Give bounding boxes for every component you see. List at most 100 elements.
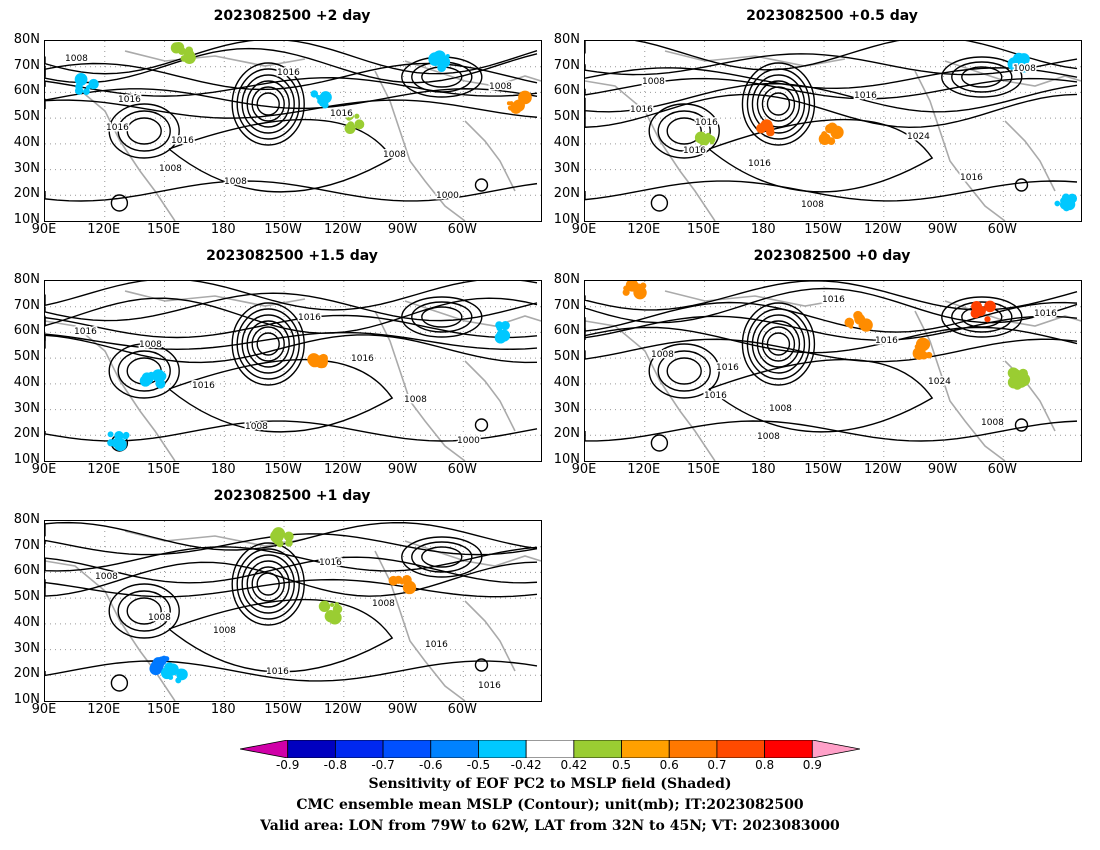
colorbar (240, 740, 860, 758)
mslp-contour (45, 47, 538, 84)
y-axis-label: 50N (553, 349, 580, 365)
contour-label: 1016 (683, 146, 706, 156)
x-axis-label: 60W (987, 222, 1018, 237)
mslp-contour (585, 82, 1078, 113)
mslp-contour (951, 61, 1013, 93)
sensitivity-shade (388, 575, 417, 595)
contour-label: 1016 (960, 173, 983, 183)
coastline (914, 70, 1006, 221)
x-axis-label: 180 (210, 702, 236, 717)
contour-label: 1016 (822, 295, 845, 305)
mslp-contour (961, 66, 1003, 88)
mslp-contour (657, 110, 711, 152)
mslp-contour (585, 41, 1078, 71)
x-axis-label: 90W (387, 222, 418, 237)
sensitivity-shade (970, 300, 996, 323)
mslp-contour (474, 658, 489, 672)
mslp-contour (45, 281, 538, 311)
y-axis-label: 80N (13, 512, 40, 527)
colorbar-tick-label: -0.5 (466, 758, 491, 772)
x-axis-label: 150W (264, 222, 302, 237)
mslp-contour (766, 92, 791, 116)
sensitivity-shade (428, 50, 451, 72)
colorbar-swatch (668, 740, 718, 758)
colorbar-swatch (716, 740, 766, 758)
coastline (585, 80, 716, 221)
mslp-contour (108, 103, 180, 159)
x-axis-label: 90W (387, 702, 418, 717)
y-axis-label: 60N (13, 323, 40, 339)
mslp-contour (231, 62, 305, 146)
sensitivity-shade (160, 662, 188, 684)
x-axis-label: 120W (863, 222, 902, 237)
mslp-contour (708, 119, 934, 193)
y-axis-label: 70N (13, 57, 40, 73)
mslp-contour (251, 566, 285, 602)
colorbar-tick-label: -0.6 (419, 758, 443, 772)
sensitivity-shade (107, 431, 130, 452)
mslp-contour (411, 541, 473, 573)
colorbar-tick-label: -0.8 (323, 758, 348, 772)
contour-label: 1008 (404, 395, 427, 405)
mslp-contour (241, 74, 295, 134)
contour-label: 1008 (159, 164, 182, 174)
colorbar-swatch (287, 740, 336, 758)
mslp-contour (241, 314, 295, 374)
contour-label: 1000 (457, 436, 480, 446)
y-axis-label: 70N (13, 297, 40, 313)
x-axis-label: 120E (627, 462, 661, 477)
mslp-contour (168, 599, 394, 673)
mslp-contour (246, 560, 290, 608)
mslp-contour (168, 359, 394, 433)
mslp-contour (236, 308, 300, 380)
x-axis-label: 150E (687, 222, 721, 237)
contour-label: 1000 (436, 191, 459, 201)
mslp-contour (648, 343, 720, 399)
mslp-contour (45, 334, 538, 364)
caption-line-1: Sensitivity of EOF PC2 to MSLP field (Sh… (368, 776, 732, 792)
mslp-contour (741, 302, 816, 386)
y-axis-label: 10N (13, 452, 40, 467)
contour-label: 1008 (95, 572, 118, 582)
mslp-contour (648, 103, 720, 159)
mslp-contour (666, 357, 702, 385)
mslp-contour (110, 674, 129, 692)
caption-line-3: Valid area: LON from 79W to 62W, LAT fro… (260, 818, 840, 834)
mslp-contour (421, 546, 463, 568)
sensitivity-shade (506, 90, 532, 114)
mslp-contour (585, 315, 1078, 341)
contour-label: 1016 (695, 118, 718, 128)
mslp-contour (585, 93, 1078, 128)
mslp-contour (110, 194, 129, 212)
mslp-contour (117, 110, 171, 152)
colorbar-swatch (334, 740, 384, 758)
colorbar-tick-label: 0.8 (755, 758, 775, 772)
x-axis-label: 60W (447, 222, 478, 237)
sensitivity-shade (912, 337, 933, 360)
mslp-contour (411, 301, 473, 333)
x-axis-label: 150W (804, 222, 842, 237)
mslp-contour (45, 331, 538, 350)
contour-label: 1016 (351, 354, 374, 364)
y-axis-label: 60N (13, 563, 40, 579)
mslp-contour (45, 180, 538, 202)
map-panel: 1008 1016 1016 1008 1016 1024 1016 1008 1016 1016 (584, 40, 1082, 222)
coastline (45, 320, 176, 461)
x-axis-label: 150W (804, 462, 842, 477)
y-axis-label: 80N (553, 32, 580, 47)
x-axis-label: 60W (447, 702, 478, 717)
x-axis-label: 120E (627, 222, 661, 237)
y-axis-label: 30N (13, 640, 40, 656)
mslp-contour (756, 320, 801, 368)
mslp-contour (45, 62, 538, 91)
mslp-contour (45, 41, 538, 75)
y-axis-label: 20N (553, 426, 580, 442)
x-axis-label: 90E (571, 462, 597, 477)
coastline (464, 360, 516, 432)
sensitivity-shade (149, 655, 170, 676)
y-axis-label: 70N (553, 297, 580, 313)
colorbar-tick-label: 0.9 (802, 758, 822, 772)
panel-title: 2023082500 +0 day (753, 248, 911, 264)
coastline (1004, 120, 1056, 192)
sensitivity-shade (344, 111, 365, 134)
